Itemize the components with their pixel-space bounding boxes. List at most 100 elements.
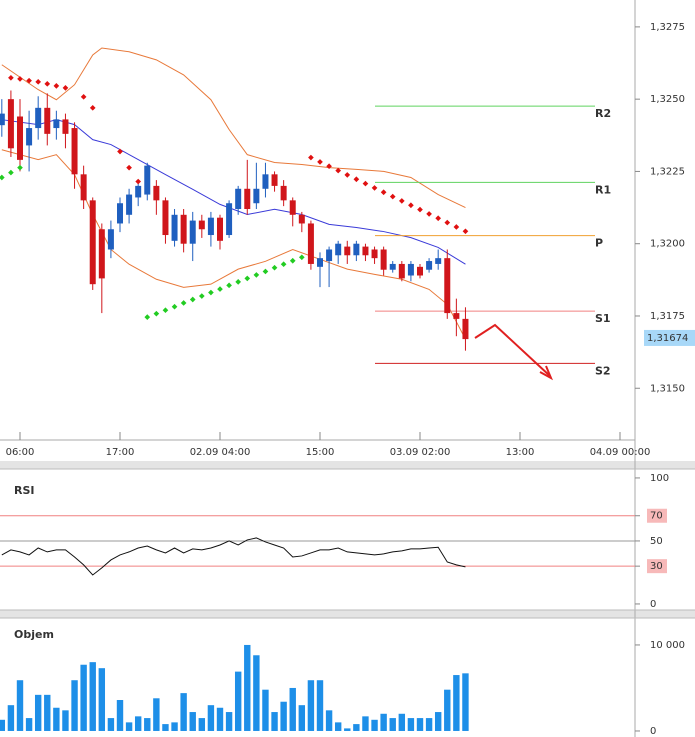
- volume-bar: [198, 718, 206, 731]
- candle-body: [89, 200, 96, 285]
- volume-bar: [244, 644, 251, 731]
- candle-body: [417, 266, 423, 276]
- sar-dot: [117, 148, 123, 155]
- y-tick-label: 50: [650, 536, 663, 547]
- sar-dot: [17, 164, 23, 171]
- candle-body: [217, 217, 223, 241]
- candle-body: [353, 243, 360, 256]
- volume-bar: [80, 664, 87, 731]
- x-tick-label: 04.09 00:00: [590, 447, 651, 458]
- rsi-line: [1, 537, 466, 576]
- candle-body: [235, 188, 242, 210]
- volume-bar: [453, 675, 460, 731]
- sar-dot: [353, 176, 360, 183]
- sar-dot: [235, 279, 242, 285]
- volume-bar: [434, 712, 442, 731]
- sar-dot: [417, 206, 423, 213]
- candle-body: [171, 214, 178, 241]
- y-tick-label: 1,3200: [650, 239, 685, 250]
- candle-body: [135, 185, 142, 198]
- sar-dot: [162, 307, 169, 314]
- sar-dot: [435, 215, 442, 222]
- volume-bar: [0, 719, 6, 731]
- y-tick-label: 10 000: [650, 640, 685, 651]
- candle-body: [162, 200, 169, 236]
- volume-bar: [25, 718, 33, 731]
- volume-bar: [289, 687, 296, 731]
- volume-bar: [71, 680, 78, 731]
- volume-bar: [162, 724, 169, 731]
- pivot-label: S1: [595, 312, 611, 325]
- candle-body: [189, 220, 196, 244]
- candle-body: [207, 217, 214, 236]
- sar-dot: [208, 289, 214, 296]
- sar-dot: [408, 202, 414, 209]
- volume-bar: [398, 713, 406, 731]
- sar-dot: [144, 314, 151, 320]
- volume-bar: [298, 705, 306, 731]
- sar-dot: [298, 254, 305, 261]
- sar-dot: [244, 275, 251, 282]
- volume-bar: [380, 713, 387, 731]
- y-tick-label-bg: [647, 508, 667, 523]
- sar-dot: [253, 272, 260, 278]
- y-tick-label: 1,3225: [650, 166, 685, 177]
- volume-bar: [144, 718, 151, 731]
- volume-bar: [189, 712, 196, 731]
- sar-dot: [271, 264, 278, 271]
- candle-body: [35, 107, 42, 129]
- candle-body: [80, 174, 87, 201]
- annotation-arrow: [474, 323, 551, 377]
- sar-dot: [344, 172, 351, 178]
- volume-bar: [7, 705, 15, 731]
- x-tick-label: 15:00: [306, 447, 335, 458]
- x-tick-label: 17:00: [106, 447, 135, 458]
- panel-separator: [0, 461, 695, 469]
- x-tick-label: 13:00: [506, 447, 535, 458]
- candle-body: [335, 243, 342, 256]
- volume-bar: [334, 722, 342, 731]
- pivot-label: P: [595, 237, 603, 250]
- volume-bar: [98, 668, 106, 731]
- sar-dot: [180, 300, 187, 306]
- y-tick-label: 1,3150: [650, 383, 685, 394]
- volume-bar: [425, 718, 433, 731]
- candle-body: [244, 188, 251, 210]
- panel-title: Objem: [14, 628, 54, 641]
- candle-body: [380, 249, 387, 270]
- pivot-label: R2: [595, 107, 611, 120]
- x-tick-label: 02.09 04:00: [190, 447, 251, 458]
- volume-bar: [207, 705, 215, 731]
- candle-body: [271, 174, 278, 186]
- volume-bar: [216, 707, 224, 731]
- volume-bar: [444, 689, 451, 731]
- candle-body: [53, 119, 60, 129]
- sar-dot: [135, 178, 142, 185]
- panel-separator: [0, 610, 695, 618]
- sar-dot: [198, 293, 205, 299]
- candle-body: [198, 220, 205, 230]
- volume-bar: [316, 680, 324, 731]
- volume-bar: [280, 701, 287, 731]
- candle-body: [444, 258, 451, 314]
- sar-dot: [171, 303, 178, 310]
- volume-bar: [371, 719, 378, 731]
- sar-dot: [317, 159, 323, 165]
- candle-body: [180, 214, 187, 244]
- sar-dot: [398, 198, 405, 204]
- sar-dot: [371, 185, 378, 191]
- y-tick-label: 100: [650, 473, 669, 484]
- sar-dot: [462, 228, 469, 235]
- candle-body: [371, 249, 378, 259]
- volume-bar: [153, 698, 160, 731]
- sar-dot: [389, 193, 396, 200]
- y-tick-label-bg: [647, 559, 667, 574]
- sar-dot: [280, 261, 287, 268]
- sar-dot: [444, 219, 451, 226]
- y-tick-label: 0: [650, 599, 656, 610]
- candle-body: [426, 261, 433, 270]
- band-line: [1, 47, 466, 209]
- candle-body: [407, 263, 414, 276]
